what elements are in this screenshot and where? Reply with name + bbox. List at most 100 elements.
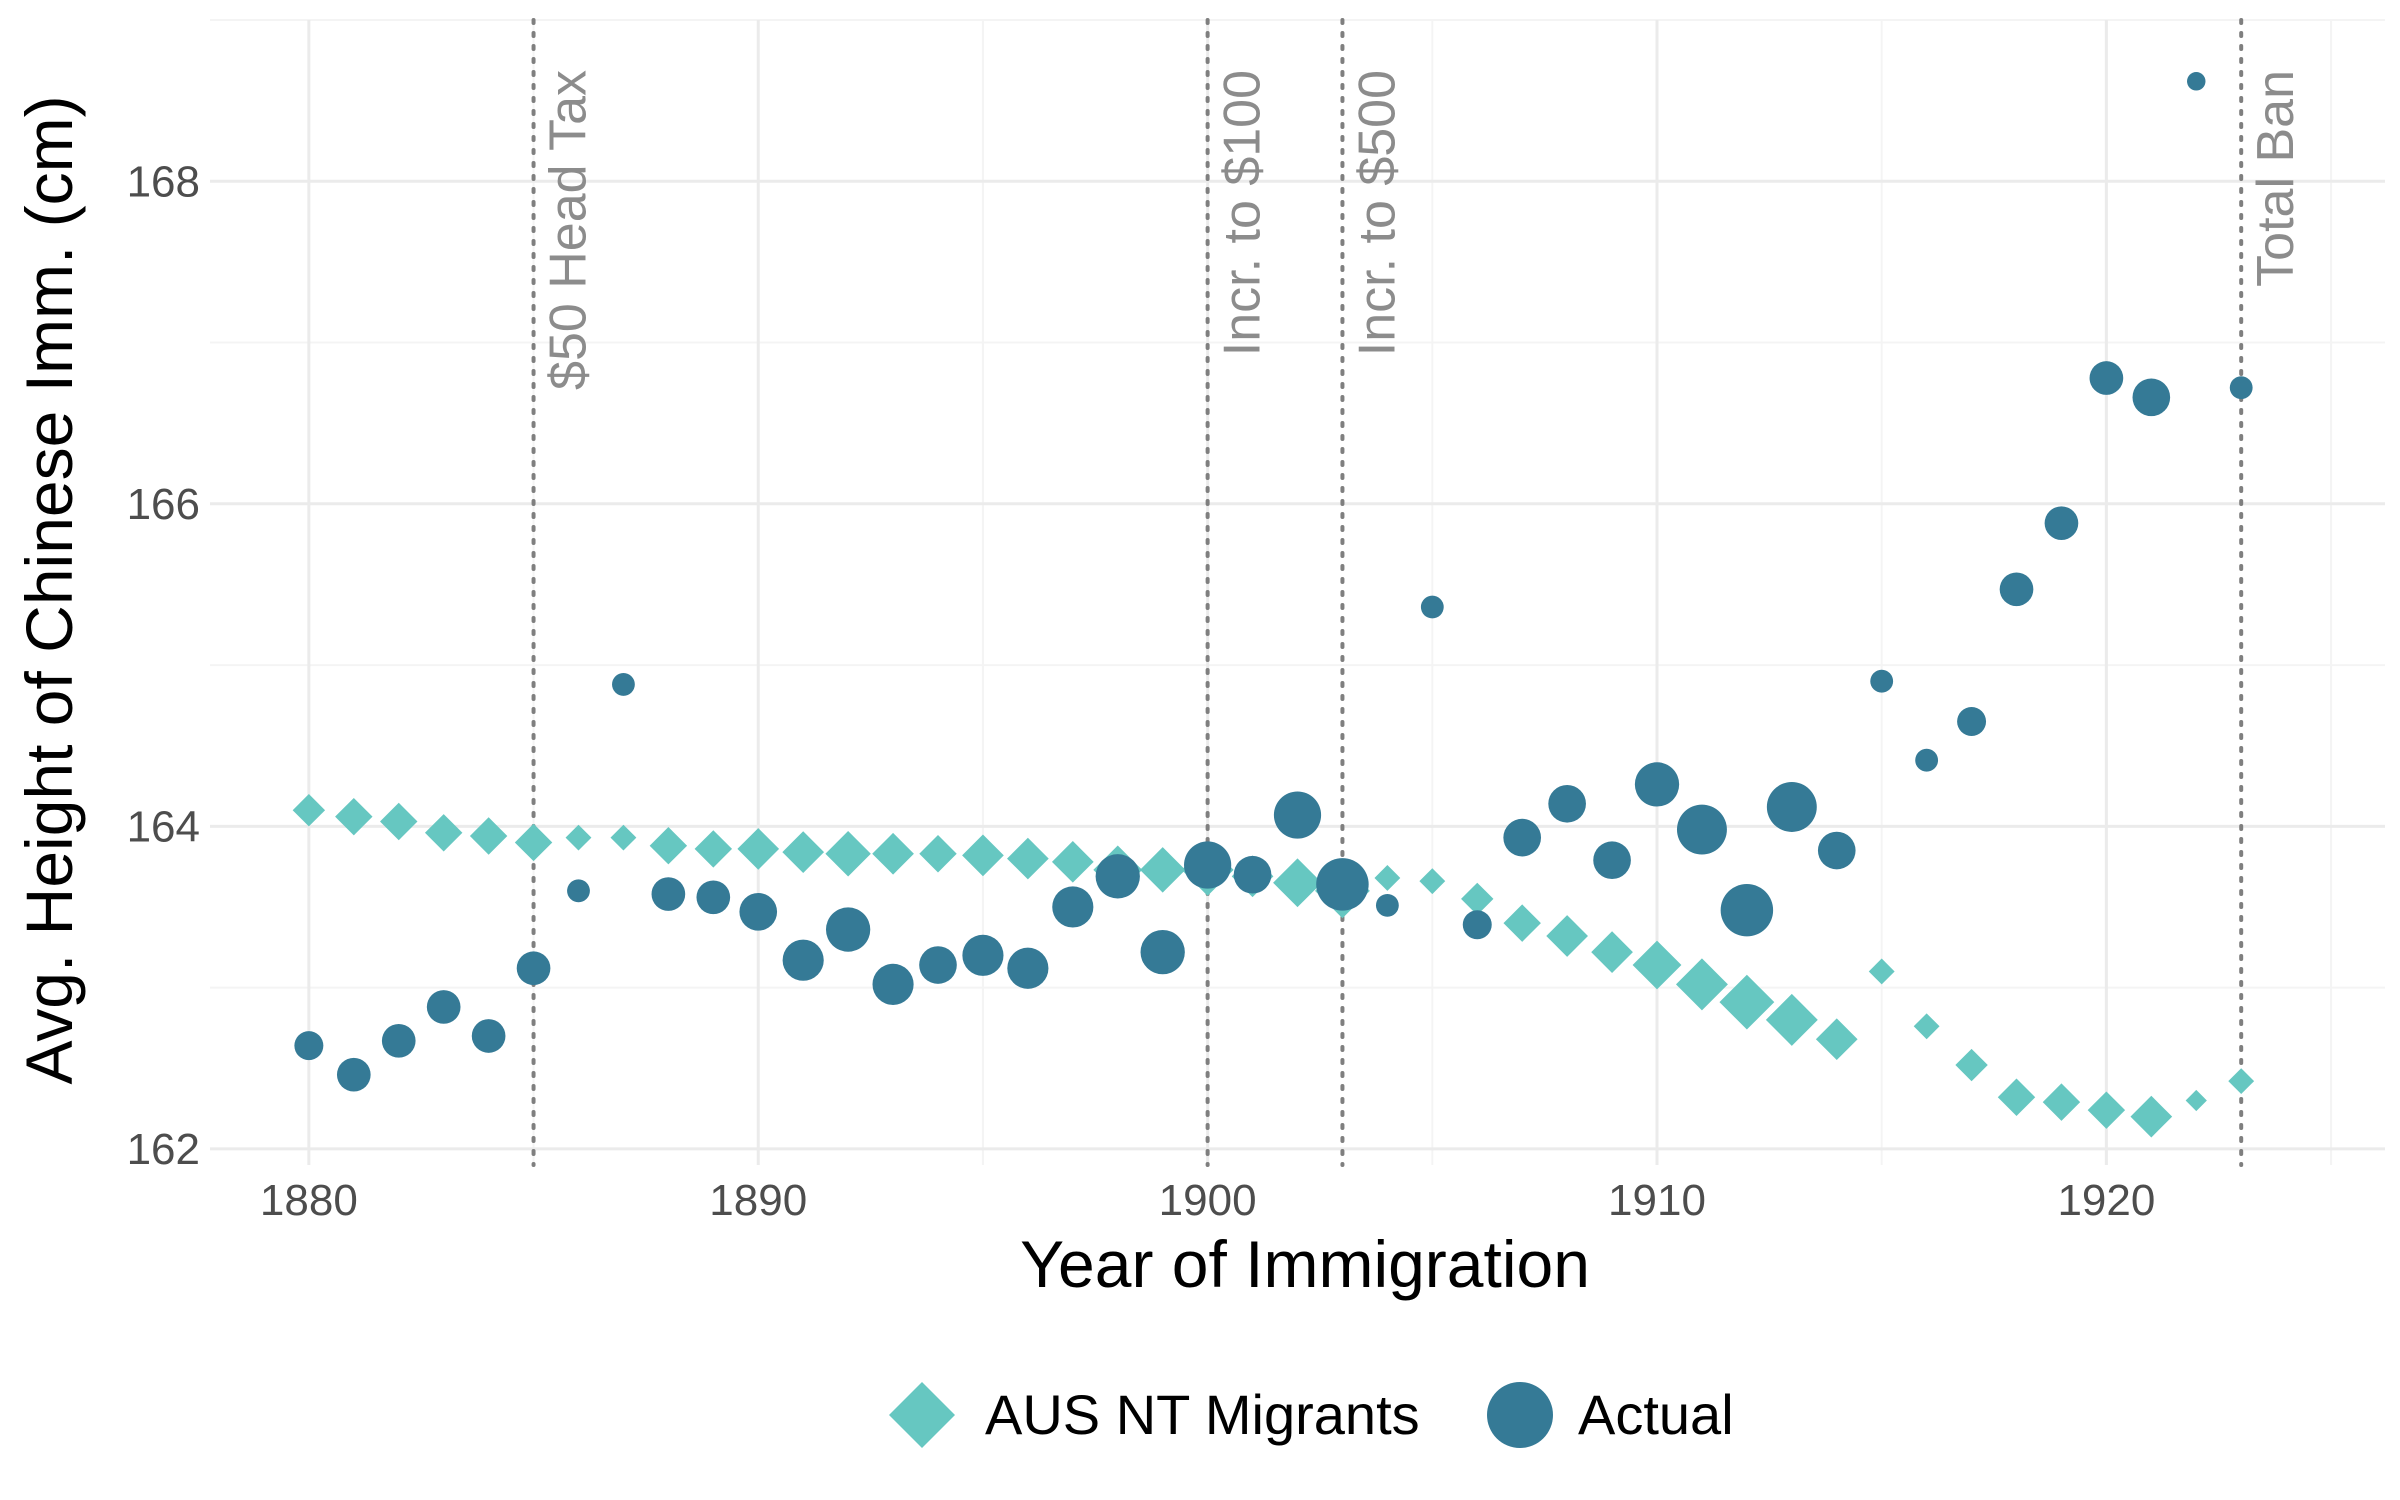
aus-nt-migrants-point xyxy=(2087,1091,2126,1129)
actual-point xyxy=(1273,791,1322,839)
aus-nt-migrants-point xyxy=(610,824,637,851)
aus-nt-migrants-point xyxy=(649,826,688,865)
aus-nt-migrants-point xyxy=(825,831,871,877)
actual-point xyxy=(1634,762,1680,807)
actual-point xyxy=(872,963,914,1005)
actual-point xyxy=(1999,572,2034,607)
aus-nt-migrants-point xyxy=(872,832,914,875)
actual-point xyxy=(612,673,635,696)
actual-point xyxy=(1052,886,1094,928)
legend-key-actual xyxy=(1487,1382,1553,1448)
aus-nt-migrants-point xyxy=(694,830,733,868)
aus-nt-migrants-point xyxy=(424,814,463,852)
actual-point xyxy=(1140,929,1185,975)
x-tick-label: 1900 xyxy=(1159,1176,1257,1225)
aus-nt-migrants-point xyxy=(1591,931,1633,973)
actual-point xyxy=(1766,782,1817,832)
actual-point xyxy=(1420,595,1444,619)
actual-point xyxy=(1095,854,1140,899)
aus-nt-migrants-point xyxy=(380,802,418,841)
aus-nt-migrants-point xyxy=(565,824,592,851)
actual-point xyxy=(1503,818,1542,857)
legend-label-aus-nt-migrants: AUS NT Migrants xyxy=(985,1383,1420,1446)
x-tick-label: 1910 xyxy=(1608,1176,1706,1225)
aus-nt-migrants-point xyxy=(292,794,326,827)
policy-label: Incr. to $100 xyxy=(1214,70,1272,356)
aus-nt-migrants-point xyxy=(1632,940,1682,990)
actual-point xyxy=(2089,361,2124,395)
aus-nt-migrants-point xyxy=(469,817,508,855)
policy-label: $50 Head Tax xyxy=(540,70,598,390)
actual-point xyxy=(1915,748,1939,772)
actual-point xyxy=(1007,947,1049,989)
aus-nt-migrants-point xyxy=(514,823,553,862)
aus-nt-migrants-point xyxy=(1765,993,1818,1046)
actual-point xyxy=(567,879,590,903)
actual-point xyxy=(1375,893,1399,917)
actual-point xyxy=(1817,831,1856,870)
actual-point xyxy=(1184,841,1232,889)
aus-nt-migrants-point xyxy=(1675,958,1728,1011)
series-actual xyxy=(294,72,2253,1092)
actual-point xyxy=(919,946,957,984)
aus-nt-migrants-point xyxy=(2042,1083,2081,1121)
y-tick-label: 164 xyxy=(127,802,200,851)
actual-point xyxy=(2044,506,2079,540)
x-axis-ticks: 1880 1890 1900 1910 1920 xyxy=(260,1176,2155,1225)
actual-point xyxy=(1548,784,1586,823)
actual-point xyxy=(336,1057,371,1092)
aus-nt-migrants-point xyxy=(2130,1095,2173,1138)
y-axis-ticks: 162 164 166 168 xyxy=(127,157,200,1174)
actual-point xyxy=(2187,72,2206,91)
y-tick-label: 166 xyxy=(127,480,200,529)
legend-circle-icon xyxy=(1487,1382,1553,1448)
aus-nt-migrants-point xyxy=(919,835,957,873)
aus-nt-migrants-point xyxy=(1273,858,1322,908)
policy-lines: $50 Head Tax Incr. to $100 Incr. to $500 To… xyxy=(531,18,2305,1167)
aus-nt-migrants-point xyxy=(1503,904,1541,942)
aus-nt-migrants-point xyxy=(1461,882,1494,916)
x-tick-label: 1880 xyxy=(260,1176,358,1225)
actual-point xyxy=(294,1031,324,1061)
legend-key-aus-nt-migrants xyxy=(889,1382,955,1448)
actual-point xyxy=(2132,378,2171,417)
actual-point xyxy=(1957,707,1987,736)
aus-nt-migrants-point xyxy=(1719,974,1775,1030)
actual-point xyxy=(1593,841,1631,880)
actual-point xyxy=(1462,910,1492,940)
actual-point xyxy=(516,951,551,986)
x-tick-label: 1890 xyxy=(709,1176,807,1225)
aus-nt-migrants-point xyxy=(1419,868,1446,895)
policy-label: Total Ban xyxy=(2247,70,2305,287)
aus-nt-migrants-point xyxy=(1139,847,1186,893)
legend-label-actual: Actual xyxy=(1578,1383,1734,1446)
actual-point xyxy=(1316,858,1369,911)
y-tick-label: 162 xyxy=(127,1125,200,1174)
x-axis-title: Year of Immigration xyxy=(1020,1227,1590,1301)
grid xyxy=(210,19,2385,1165)
actual-point xyxy=(962,934,1004,976)
aus-nt-migrants-point xyxy=(737,828,780,870)
aus-nt-migrants-point xyxy=(1913,1013,1940,1040)
actual-point xyxy=(782,939,824,981)
actual-point xyxy=(696,880,731,915)
aus-nt-migrants-point xyxy=(2228,1068,2255,1095)
actual-point xyxy=(1720,883,1774,937)
actual-point xyxy=(426,990,461,1024)
actual-point xyxy=(2229,376,2253,400)
aus-nt-migrants-point xyxy=(1007,837,1049,880)
aus-nt-migrants-point xyxy=(1815,1018,1858,1061)
y-tick-label: 168 xyxy=(127,157,200,206)
actual-point xyxy=(1233,855,1272,894)
series-aus-nt-migrants xyxy=(292,794,2255,1138)
aus-nt-migrants-point xyxy=(962,834,1004,877)
actual-point xyxy=(381,1023,416,1058)
actual-point xyxy=(739,892,778,931)
x-tick-label: 1920 xyxy=(2057,1176,2155,1225)
aus-nt-migrants-point xyxy=(2185,1089,2207,1112)
aus-nt-migrants-point xyxy=(335,797,373,836)
policy-label: Incr. to $500 xyxy=(1348,70,1406,356)
aus-nt-migrants-point xyxy=(1955,1048,1988,1082)
y-axis-title: Avg. Height of Chinese Imm. (cm) xyxy=(12,95,86,1084)
